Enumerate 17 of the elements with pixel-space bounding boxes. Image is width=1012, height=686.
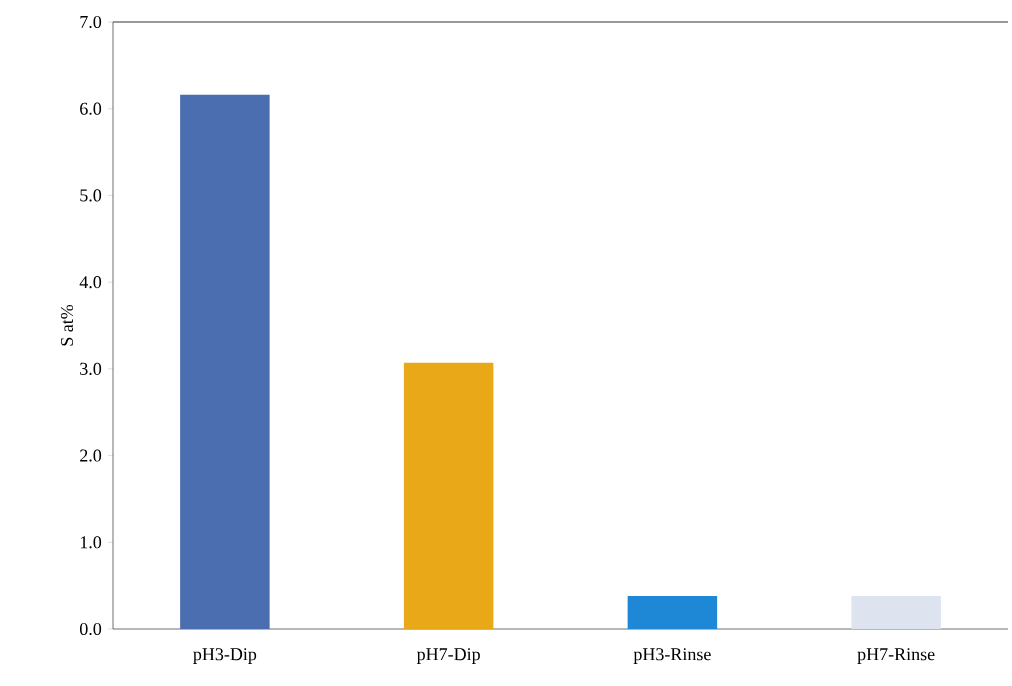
bar bbox=[180, 94, 270, 629]
y-tick-label: 0.0 bbox=[79, 622, 102, 636]
y-tick-label: 5.0 bbox=[80, 189, 102, 202]
y-tick-label: 7.0 bbox=[80, 15, 102, 29]
x-tick-label: pH3-Dip bbox=[193, 648, 257, 664]
x-tick-label: pH7-Rinse bbox=[857, 648, 935, 664]
y-tick-label: 1.0 bbox=[80, 536, 102, 549]
x-tick-label: pH3-Rinse bbox=[633, 648, 711, 664]
bar bbox=[627, 596, 718, 629]
y-tick-label: 4.0 bbox=[79, 276, 102, 289]
y-tick-label: 3.0 bbox=[80, 362, 102, 375]
y-axis-title: S at% bbox=[60, 304, 74, 346]
bar bbox=[851, 596, 941, 629]
y-tick-label: 6.0 bbox=[80, 102, 102, 115]
x-tick-label: pH7-Dip bbox=[416, 648, 480, 664]
bar bbox=[403, 362, 494, 629]
y-tick-label: 2.0 bbox=[80, 449, 102, 462]
